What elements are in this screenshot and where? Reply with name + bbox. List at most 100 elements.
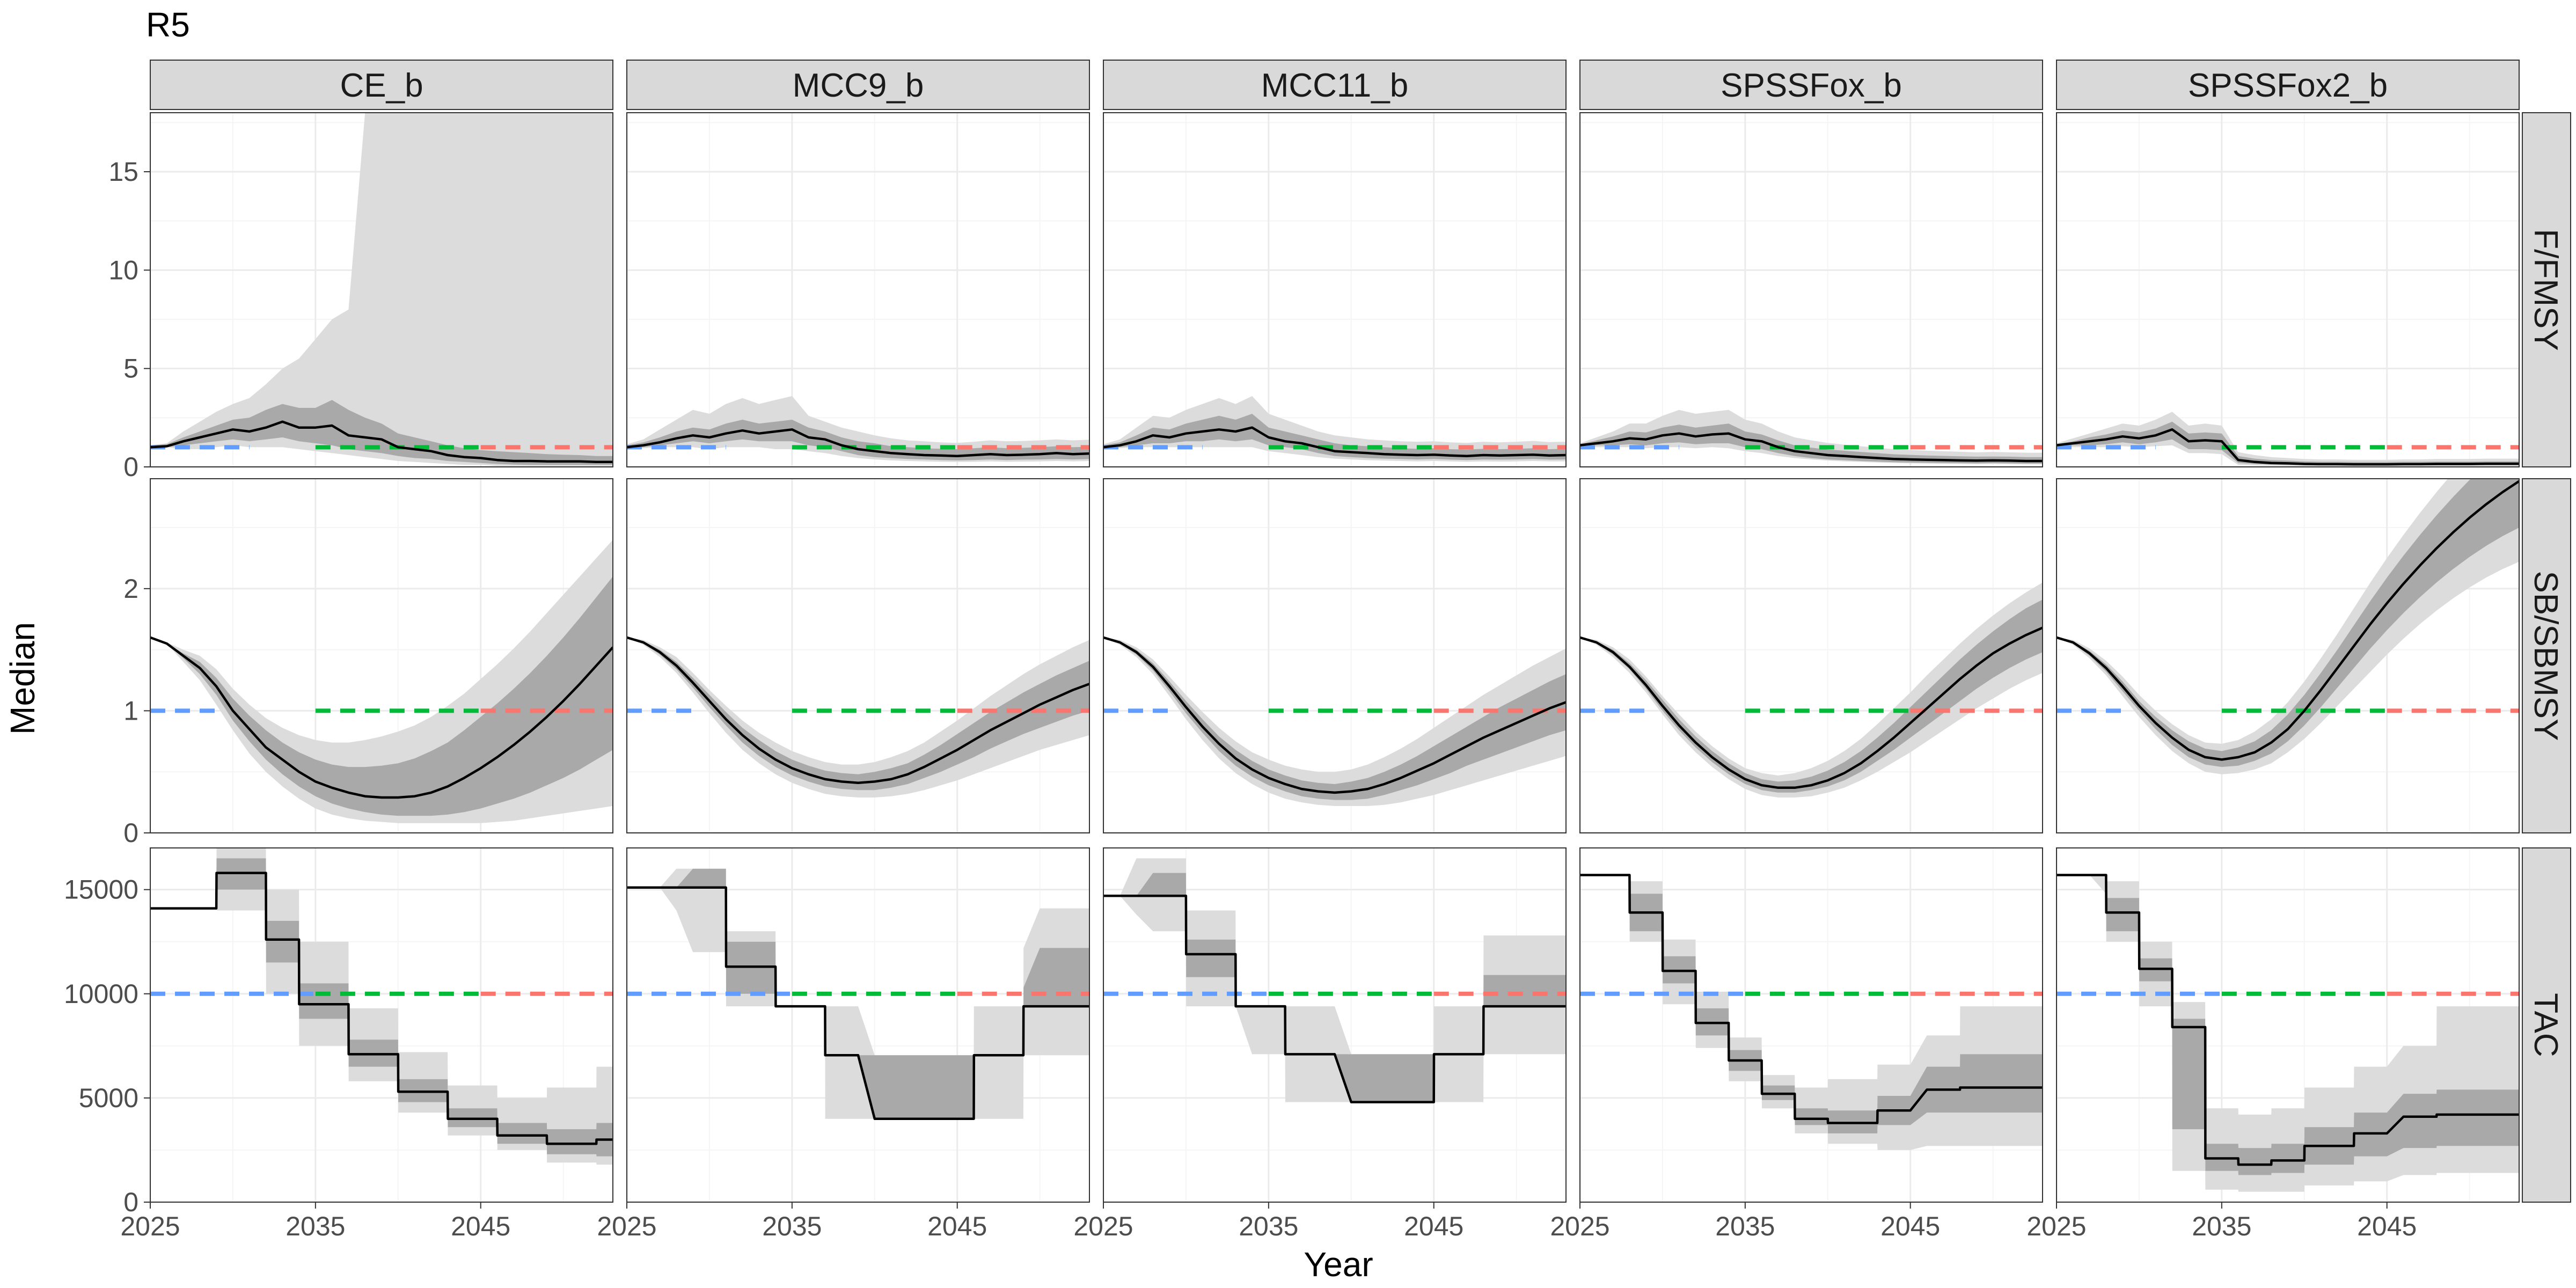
band-outer (1103, 396, 1566, 462)
panel (1103, 848, 1566, 1202)
panel (1580, 479, 2043, 833)
band-inner (2057, 421, 2519, 466)
median-line (2057, 428, 2519, 466)
median-line (627, 428, 1089, 458)
y-tick-label: 0 (123, 1187, 138, 1217)
panel-border (626, 478, 1090, 833)
y-tick-label: 0 (123, 452, 138, 482)
band-outer (150, 113, 613, 466)
median-line (627, 636, 1089, 784)
x-tick-label: 2035 (1715, 1211, 1775, 1241)
column-strip (1579, 60, 2043, 110)
median-line (1580, 432, 2043, 463)
panel-border (1103, 112, 1567, 467)
median-line (150, 636, 613, 799)
median-line (2057, 480, 2519, 761)
column-strip (150, 60, 613, 110)
x-tick-label: 2045 (1404, 1211, 1463, 1241)
panel (1580, 848, 2043, 1202)
y-tick-label: 10000 (64, 979, 138, 1009)
panel-border (150, 478, 613, 833)
band-inner (1580, 423, 2043, 464)
y-axis-title: Median (3, 622, 42, 735)
row-strip (2522, 847, 2571, 1203)
panel (627, 113, 1089, 467)
row-strip (2522, 112, 2571, 467)
y-tick-label: 15000 (64, 875, 138, 905)
band-outer (2057, 479, 2519, 774)
panel-background (1103, 113, 1566, 467)
band-outer (627, 396, 1089, 462)
panel (1580, 113, 2043, 467)
panel-border (2056, 112, 2520, 467)
column-strip (626, 60, 1090, 110)
panel (2057, 848, 2519, 1202)
median-line (1103, 636, 1566, 794)
band-outer (1103, 858, 1566, 1102)
panel-border (2056, 847, 2520, 1203)
column-strip-label: SPSSFox2_b (2188, 67, 2388, 104)
panel (150, 848, 613, 1202)
median-line (1103, 426, 1566, 458)
median-line (1103, 895, 1566, 1103)
panel-border (2056, 478, 2520, 833)
x-tick-label: 2025 (1550, 1211, 1609, 1241)
row-strip-label: F/FMSY (2527, 229, 2564, 350)
median-line (150, 872, 613, 1145)
median-line (1580, 874, 2043, 1124)
band-inner (150, 400, 613, 465)
panel (1103, 113, 1566, 467)
panel (150, 113, 613, 467)
column-strip-label: MCC11_b (1261, 67, 1409, 104)
band-outer (627, 637, 1089, 797)
x-axis-title: Year (1304, 1245, 1373, 1284)
column-strip (2056, 60, 2520, 110)
band-outer (1580, 409, 2043, 465)
panel-border (1579, 112, 2043, 467)
band-inner (1103, 414, 1566, 460)
x-tick-label: 2025 (120, 1211, 180, 1241)
column-strip (1103, 60, 1567, 110)
x-tick-label: 2035 (286, 1211, 345, 1241)
x-tick-label: 2035 (1239, 1211, 1298, 1241)
panel-border (1103, 478, 1567, 833)
band-inner (627, 637, 1089, 791)
band-inner (2057, 875, 2519, 1175)
column-strip-label: CE_b (340, 67, 423, 104)
median-line (627, 886, 1089, 1120)
chart-title: R5 (146, 5, 190, 44)
column-strip-label: MCC9_b (793, 67, 924, 104)
y-tick-label: 10 (108, 255, 138, 285)
x-tick-label: 2045 (927, 1211, 987, 1241)
y-tick-label: 5000 (79, 1083, 138, 1113)
panel (2057, 479, 2519, 833)
y-tick-label: 5 (123, 354, 138, 384)
panel-border (626, 112, 1090, 467)
panel-background (2057, 113, 2519, 467)
row-strip-label: SB/SBMSY (2527, 571, 2564, 741)
median-line (2057, 874, 2519, 1166)
x-tick-label: 2045 (451, 1211, 510, 1241)
y-tick-label: 0 (123, 818, 138, 848)
x-tick-label: 2045 (2357, 1211, 2417, 1241)
x-tick-label: 2025 (597, 1211, 656, 1241)
x-tick-label: 2045 (1880, 1211, 1940, 1241)
panel-border (626, 847, 1090, 1203)
facet-panels: CE_b MCC9_b MCC11_b SPSSFox_b SPSSFox2_b F/FM… (64, 60, 2571, 1241)
panel (150, 479, 613, 833)
row-strip (2522, 478, 2571, 833)
panel-border (150, 847, 613, 1203)
panel (627, 479, 1089, 833)
median-line (150, 420, 613, 464)
y-tick-label: 1 (123, 696, 138, 726)
band-inner (1580, 875, 2043, 1133)
x-tick-label: 2025 (2026, 1211, 2086, 1241)
panel (2057, 113, 2519, 467)
band-inner (1103, 637, 1566, 800)
panel (1103, 479, 1566, 833)
x-tick-label: 2035 (2192, 1211, 2251, 1241)
panel (627, 848, 1089, 1202)
median-line (1580, 626, 2043, 789)
band-inner (1580, 599, 2043, 793)
